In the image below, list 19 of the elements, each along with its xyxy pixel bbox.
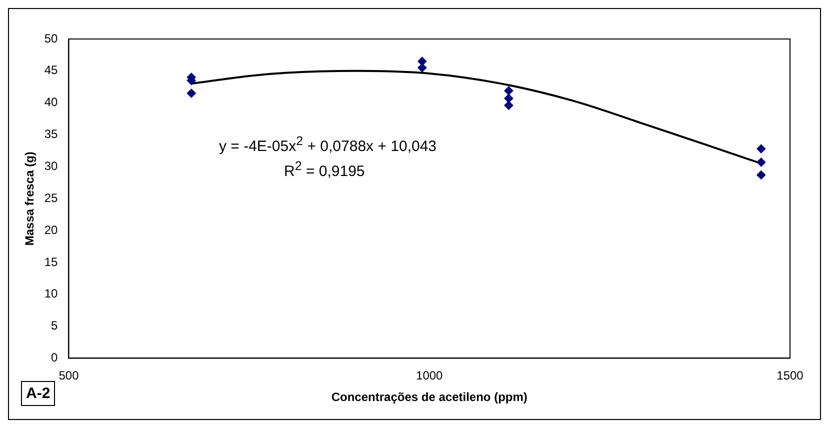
x-axis-title: Concentrações de acetileno (ppm) [331, 390, 528, 404]
annotation: R$^{2}$ = 0,9195 [284, 159, 365, 180]
y-tick-label: 5 [51, 318, 58, 333]
y-axis-title: Massa fresca (g) [22, 152, 37, 246]
y-tick-label: 50 [44, 31, 58, 46]
y-tick-label: 20 [44, 222, 58, 237]
x-tick-label: 1000 [416, 368, 444, 383]
y-tick-label: 25 [44, 190, 58, 205]
x-tick-label: 1500 [776, 368, 804, 383]
y-tick-label: 0 [51, 350, 58, 365]
y-tick-label: 10 [44, 286, 58, 301]
y-tick-label: 40 [44, 95, 58, 110]
y-tick-label: 30 [44, 158, 58, 173]
annotation: y = -4E-05x$^{2}$ + 0,0788x + 10,043 [219, 134, 437, 155]
y-tick-label: 45 [44, 63, 58, 78]
x-tick-label: 500 [58, 368, 80, 383]
y-tick-label: 35 [44, 127, 58, 142]
text: A-2 [21, 381, 56, 406]
y-tick-label: 15 [44, 254, 58, 269]
